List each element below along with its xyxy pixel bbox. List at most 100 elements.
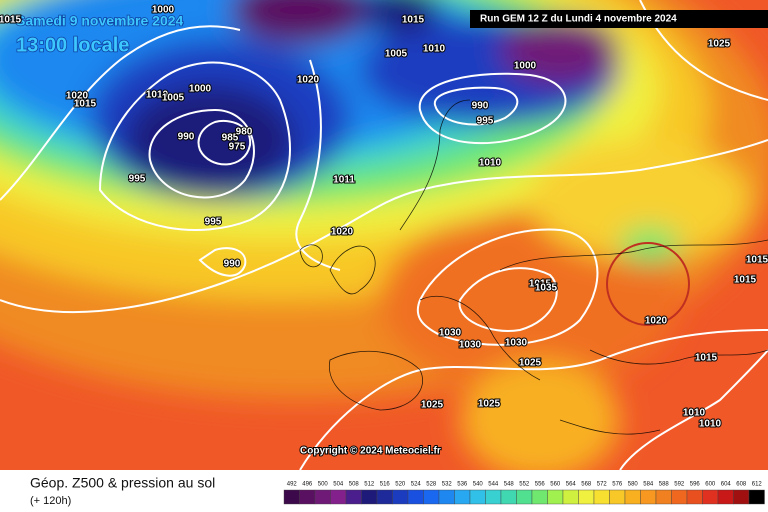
legend-label: 548 [504, 482, 515, 488]
color-legend: 492 496 500 504 508 512 516 520 524 528 532 536 540 5… [283, 482, 765, 505]
legend-swatch [361, 489, 378, 505]
legend-swatch [516, 489, 533, 505]
legend-label: 600 [705, 482, 716, 488]
legend-label: 508 [349, 482, 360, 488]
legend-swatch [593, 489, 610, 505]
coastlines [299, 99, 768, 435]
local-time: 13:00 locale [16, 34, 129, 56]
isobar-label: 1030 [505, 338, 528, 349]
legend-swatch [748, 489, 765, 505]
legend-swatch [392, 489, 409, 505]
legend-label: 504 [333, 482, 344, 488]
isobar-label: 990 [472, 101, 489, 112]
legend-swatch [702, 489, 719, 505]
isobar-label: 1020 [66, 91, 89, 102]
isobar-label: 995 [477, 116, 494, 127]
isobar-label: 1000 [152, 5, 175, 16]
legend-label: 500 [318, 482, 329, 488]
isobar-label: 1015 [734, 275, 757, 286]
legend-swatch [345, 489, 362, 505]
isobar-label: 1035 [535, 283, 558, 294]
legend-swatch [330, 489, 347, 505]
isobar-label: 990 [224, 259, 241, 270]
isobar-label: 1015 [746, 255, 768, 266]
legend-label: 492 [287, 482, 298, 488]
legend-swatch [485, 489, 502, 505]
isobar-label: 995 [129, 174, 146, 185]
legend-swatch [423, 489, 440, 505]
isobar-label: 1011 [333, 175, 355, 186]
legend-swatch [624, 489, 641, 505]
legend-swatch [454, 489, 471, 505]
isobar-label: 1025 [519, 358, 542, 369]
isobar-label: 1000 [189, 84, 212, 95]
isobar-label: 975 [229, 142, 246, 153]
legend-label: 604 [721, 482, 732, 488]
legend-swatch [733, 489, 750, 505]
legend-swatch [640, 489, 657, 505]
isobar-label: 1010 [146, 90, 169, 101]
isobar-label: 1015 [402, 15, 425, 26]
legend-label: 540 [473, 482, 484, 488]
isobar-label: 1015 [529, 279, 552, 290]
legend-label: 584 [643, 482, 654, 488]
isobar-label: 1010 [683, 408, 706, 419]
isobar-label: 1025 [708, 39, 731, 50]
copyright: Copyright © 2024 Meteociel.fr [300, 446, 441, 457]
legend-label: 568 [581, 482, 592, 488]
legend-label: 536 [457, 482, 468, 488]
legend-label: 528 [426, 482, 437, 488]
legend-swatch [671, 489, 688, 505]
legend-swatch [609, 489, 626, 505]
isobar-label: 1000 [514, 61, 537, 72]
legend-swatch [299, 489, 316, 505]
legend-label: 576 [612, 482, 623, 488]
legend-swatch [547, 489, 564, 505]
legend-swatch [500, 489, 517, 505]
isobar-label: 1025 [478, 399, 501, 410]
isobar-label: 1030 [459, 340, 482, 351]
legend-label: 572 [597, 482, 608, 488]
legend-label: 496 [302, 482, 313, 488]
isobar-label: 1020 [331, 227, 354, 238]
isobar-label: 1015 [695, 353, 718, 364]
isobar-label: 1015 [0, 15, 22, 26]
isobar-label: 1005 [385, 49, 408, 60]
isobar-label: 1020 [645, 316, 668, 327]
isobar-label: 1025 [421, 400, 444, 411]
legend-label: 592 [674, 482, 685, 488]
legend-swatch [314, 489, 331, 505]
isobar-label: 1010 [423, 44, 446, 55]
legend-label: 560 [550, 482, 561, 488]
legend-swatch [655, 489, 672, 505]
isobar-label: 1010 [699, 419, 722, 430]
legend-swatch [407, 489, 424, 505]
legend-swatch [438, 489, 455, 505]
isobar-label: 1030 [439, 328, 462, 339]
isobar-label: 980 [236, 127, 253, 138]
isobar-label: 990 [178, 132, 195, 143]
isobar-label: 1005 [162, 93, 185, 104]
isobar-labels: 1000101510101005100010251020102010151010… [0, 4, 768, 431]
footer-subtitle: (+ 120h) [30, 495, 71, 507]
legend-label: 524 [411, 482, 422, 488]
isobar-label: 985 [222, 133, 239, 144]
run-banner [470, 10, 768, 28]
legend-label: 520 [395, 482, 406, 488]
legend-swatch [469, 489, 486, 505]
footer-title: Géop. Z500 & pression au sol [30, 475, 215, 491]
legend-label: 516 [380, 482, 391, 488]
isobar-label: 1020 [297, 75, 320, 86]
isobar-label: 1015 [74, 99, 97, 110]
legend-label: 556 [535, 482, 546, 488]
legend-swatch [686, 489, 703, 505]
legend-label: 580 [628, 482, 639, 488]
legend-swatch [376, 489, 393, 505]
legend-label: 544 [488, 482, 499, 488]
isobar-label: 1010 [479, 158, 502, 169]
legend-label: 608 [736, 482, 747, 488]
legend-label: 532 [442, 482, 453, 488]
run-info: Run GEM 12 Z du Lundi 4 novembre 2024 [480, 14, 677, 25]
